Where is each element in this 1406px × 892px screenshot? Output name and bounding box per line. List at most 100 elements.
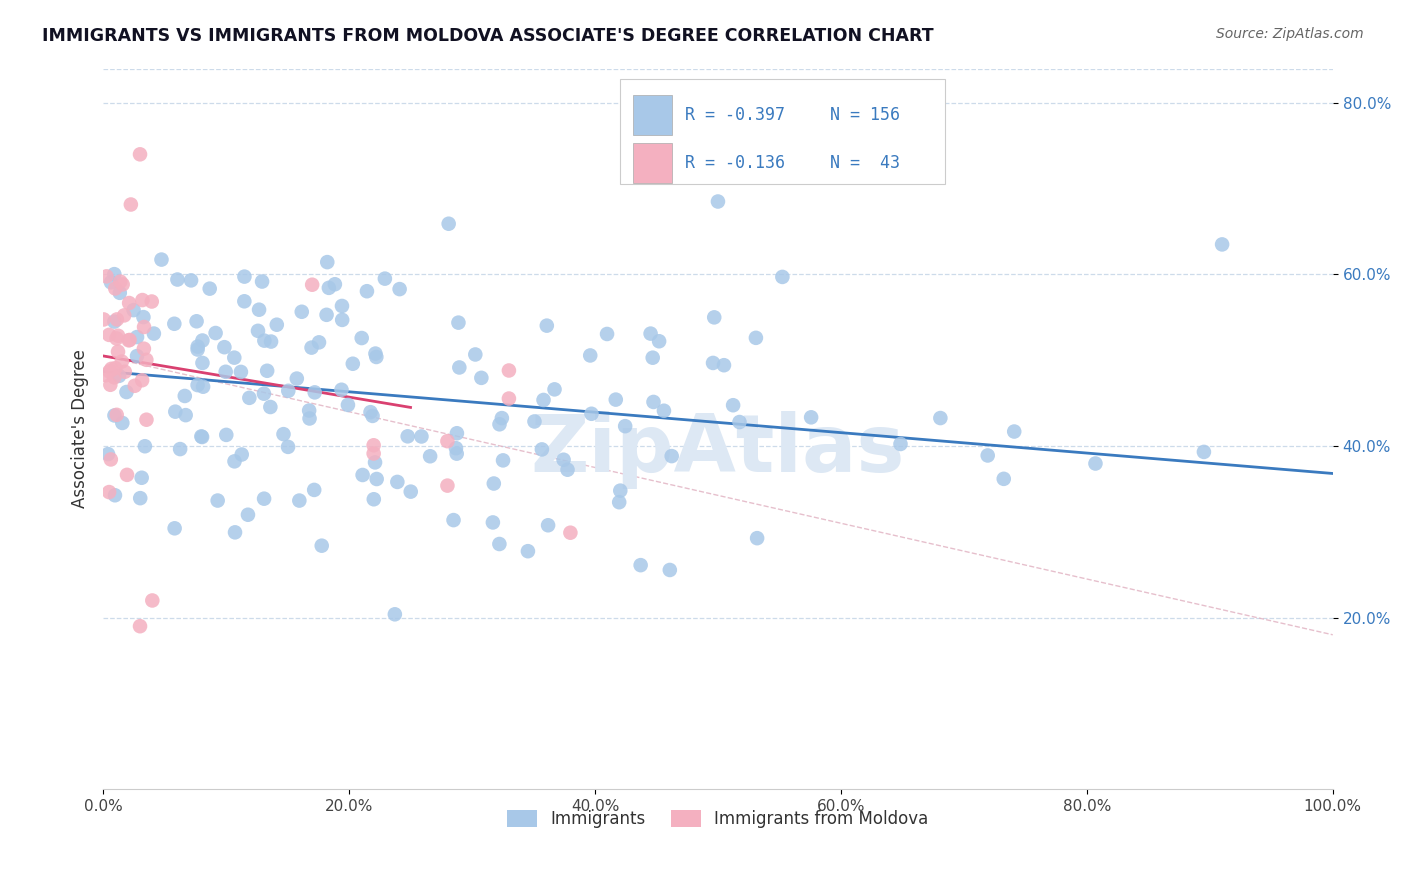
Point <box>323 277 346 292</box>
Point <box>745 531 768 545</box>
Point <box>103 315 125 329</box>
Point <box>491 411 513 425</box>
Point <box>745 331 768 345</box>
Point <box>560 525 582 540</box>
Point <box>464 347 486 361</box>
Point <box>190 429 212 443</box>
Point <box>238 391 260 405</box>
Point <box>1084 457 1107 471</box>
Point <box>103 267 125 281</box>
Point <box>253 386 276 401</box>
Point <box>361 409 384 423</box>
Point <box>141 593 163 607</box>
Point <box>259 400 281 414</box>
Point <box>728 415 751 429</box>
Point <box>316 255 339 269</box>
Point <box>641 351 664 365</box>
Point <box>163 317 186 331</box>
Point <box>384 607 406 622</box>
Text: N =  43: N = 43 <box>830 153 900 172</box>
Point <box>224 525 246 540</box>
Point <box>581 407 603 421</box>
Point <box>308 335 330 350</box>
Point <box>215 365 238 379</box>
Point <box>387 475 409 489</box>
Point <box>302 483 325 497</box>
Point <box>311 539 333 553</box>
Point <box>214 340 236 354</box>
Point <box>993 472 1015 486</box>
Point <box>533 392 555 407</box>
Text: IMMIGRANTS VS IMMIGRANTS FROM MOLDOVA ASSOCIATE'S DEGREE CORRELATION CHART: IMMIGRANTS VS IMMIGRANTS FROM MOLDOVA AS… <box>42 27 934 45</box>
Point <box>596 326 619 341</box>
Point <box>304 385 326 400</box>
Point <box>315 308 337 322</box>
Point <box>100 275 122 289</box>
Point <box>436 478 458 492</box>
Point <box>125 349 148 363</box>
Point <box>104 281 127 295</box>
Point <box>800 410 823 425</box>
Point <box>191 334 214 348</box>
Point <box>115 467 138 482</box>
Point <box>298 403 321 417</box>
Point <box>100 452 122 467</box>
Point <box>318 281 340 295</box>
Point <box>713 358 735 372</box>
Point <box>488 417 510 432</box>
FancyBboxPatch shape <box>620 79 945 184</box>
Point <box>118 334 141 348</box>
Point <box>330 313 353 327</box>
Point <box>186 314 208 328</box>
Point <box>553 452 575 467</box>
Point <box>132 310 155 325</box>
Point <box>516 544 538 558</box>
Point <box>131 293 153 307</box>
Point <box>110 275 132 289</box>
Point <box>470 371 492 385</box>
Point <box>411 429 433 443</box>
Point <box>260 334 283 349</box>
Point <box>444 441 467 455</box>
Point <box>253 491 276 506</box>
Point <box>132 320 155 334</box>
Point <box>537 518 560 533</box>
Point <box>1192 445 1215 459</box>
Point <box>236 508 259 522</box>
Point <box>364 455 387 469</box>
Point <box>125 330 148 344</box>
Point <box>770 269 793 284</box>
Point <box>447 316 470 330</box>
Point <box>98 485 121 500</box>
Point <box>360 405 382 419</box>
Point <box>614 419 637 434</box>
Point <box>96 269 118 284</box>
Point <box>169 442 191 456</box>
Point <box>661 449 683 463</box>
Point <box>187 343 209 357</box>
Point <box>93 312 115 326</box>
Point <box>330 383 353 397</box>
Point <box>100 361 122 376</box>
Point <box>111 277 134 292</box>
Point <box>150 252 173 267</box>
Point <box>291 305 314 319</box>
Point <box>131 373 153 387</box>
Point <box>98 327 121 342</box>
Point <box>366 472 388 486</box>
Point <box>707 194 730 209</box>
Point <box>98 364 121 378</box>
Point <box>536 318 558 333</box>
Point <box>247 302 270 317</box>
Point <box>579 348 602 362</box>
Point <box>630 558 652 573</box>
Point <box>363 492 385 507</box>
Point <box>108 368 131 383</box>
Point <box>607 495 630 509</box>
Text: ZipAtlas: ZipAtlas <box>530 411 905 490</box>
Point <box>103 370 125 384</box>
Point <box>437 217 460 231</box>
Text: N = 156: N = 156 <box>830 106 900 124</box>
Point <box>702 356 724 370</box>
Point <box>187 340 209 354</box>
